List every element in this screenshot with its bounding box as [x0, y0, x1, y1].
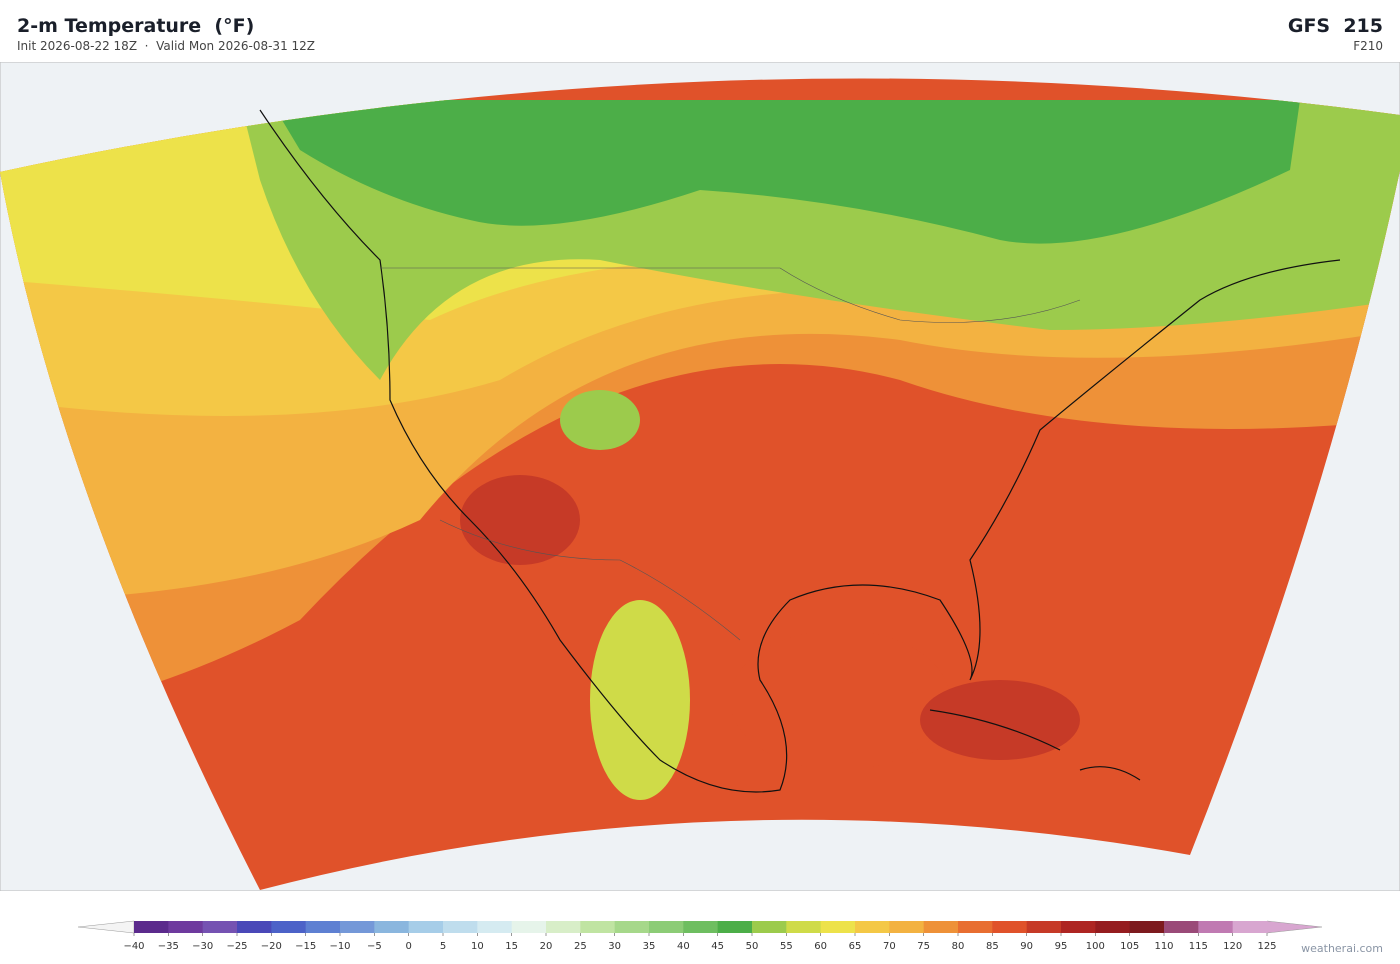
- colorbar-bin: [992, 921, 1028, 933]
- colorbar-tick-label: 100: [1086, 941, 1105, 952]
- colorbar-tick-label: −25: [226, 941, 247, 952]
- colorbar-tick-label: 60: [814, 941, 827, 952]
- colorbar-tick-label: −40: [123, 941, 144, 952]
- colorbar-bin: [1129, 921, 1165, 933]
- colorbar-tick-label: 20: [540, 941, 553, 952]
- colorbar-tick-label: −20: [261, 941, 282, 952]
- colorbar-bin: [477, 921, 513, 933]
- colorbar-bin: [958, 921, 993, 933]
- colorbar-tick-label: 25: [574, 941, 587, 952]
- colorbar-bin: [1232, 921, 1268, 933]
- map: [0, 62, 1400, 891]
- colorbar-bin: [1061, 921, 1096, 933]
- colorbar-bin: [168, 921, 204, 933]
- colorbar-tick-label: 30: [608, 941, 621, 952]
- model-label: GFS 215: [1287, 15, 1383, 37]
- colorbar-tick-label: 85: [986, 941, 999, 952]
- colorbar-tick-label: −15: [295, 941, 316, 952]
- colorbar-bin: [202, 921, 238, 933]
- colorbar-tick-label: 115: [1189, 941, 1208, 952]
- colorbar-bin: [786, 921, 822, 933]
- colorbar-tick-label: −10: [329, 941, 350, 952]
- colorbar-bin: [546, 921, 581, 933]
- colorbar-tick-label: 55: [780, 941, 793, 952]
- colorbar-bin: [717, 921, 753, 933]
- colorbar-extend-high: [1266, 920, 1323, 934]
- colorbar-tick-label: −5: [367, 941, 382, 952]
- colorbar-extend-low: [77, 920, 135, 934]
- temperature-field: [0, 78, 1400, 890]
- colorbar-bin: [340, 921, 375, 933]
- colorbar-tick-label: 80: [952, 941, 965, 952]
- colorbar-bin: [855, 921, 890, 933]
- colorbar-tick-label: 90: [1020, 941, 1033, 952]
- borders: [380, 267, 1081, 641]
- colorbar-tick-label: 15: [505, 941, 518, 952]
- forecast-hour: F210: [1353, 39, 1383, 53]
- colorbar-bin: [511, 921, 547, 933]
- colorbar: −40 −35 −30 −25 −20 −15 −10 −5 0 5 10 15 20 25 30 35 40 4…: [77, 920, 1323, 952]
- colorbar-bin: [408, 921, 444, 933]
- colorbar-tick-label: 70: [883, 941, 896, 952]
- colorbar-bin: [683, 921, 719, 933]
- colorbar-bin: [374, 921, 410, 933]
- colorbar-tick-label: 75: [917, 941, 930, 952]
- colorbar-tick-label: 50: [746, 941, 759, 952]
- colorbar-tick-label: 105: [1120, 941, 1139, 952]
- colorbar-bin: [1164, 921, 1199, 933]
- colorbar-tick-label: 65: [849, 941, 862, 952]
- colorbar-bin: [923, 921, 959, 933]
- colorbar-bin: [889, 921, 925, 933]
- colorbar-bin: [443, 921, 478, 933]
- title: 2-m Temperature (°F): [17, 15, 255, 37]
- colorbar-tick-label: 125: [1257, 941, 1276, 952]
- colorbar-tick-label: 35: [643, 941, 656, 952]
- colorbar-tick-label: 10: [471, 941, 484, 952]
- colorbar-tick-label: −35: [158, 941, 179, 952]
- colorbar-bin: [649, 921, 684, 933]
- colorbar-bin: [580, 921, 616, 933]
- colorbar-tick-label: 0: [405, 941, 411, 952]
- colorbar-tick-label: 45: [711, 941, 724, 952]
- colorbar-bin: [614, 921, 650, 933]
- colorbar-bin: [1026, 921, 1062, 933]
- colorbar-bin: [271, 921, 307, 933]
- colorbar-tick-label: 120: [1223, 941, 1242, 952]
- colorbar-tick-label: 110: [1154, 941, 1173, 952]
- colorbar-bin: [305, 921, 341, 933]
- colorbar-tick-label: 95: [1055, 941, 1068, 952]
- colorbar-bin: [752, 921, 787, 933]
- colorbar-bin: [1198, 921, 1234, 933]
- credit: weatherai.com: [1301, 942, 1383, 955]
- colorbar-bin: [134, 921, 169, 933]
- colorbar-tick-label: −30: [192, 941, 213, 952]
- subtitle: Init 2026-08-22 18Z · Valid Mon 2026-08-…: [17, 39, 316, 53]
- colorbar-bin: [237, 921, 272, 933]
- colorbar-tick-label: 5: [440, 941, 446, 952]
- colorbar-tick-label: 40: [677, 941, 690, 952]
- colorbar-bin: [820, 921, 856, 933]
- colorbar-bin: [1095, 921, 1131, 933]
- coastlines: [259, 109, 1341, 793]
